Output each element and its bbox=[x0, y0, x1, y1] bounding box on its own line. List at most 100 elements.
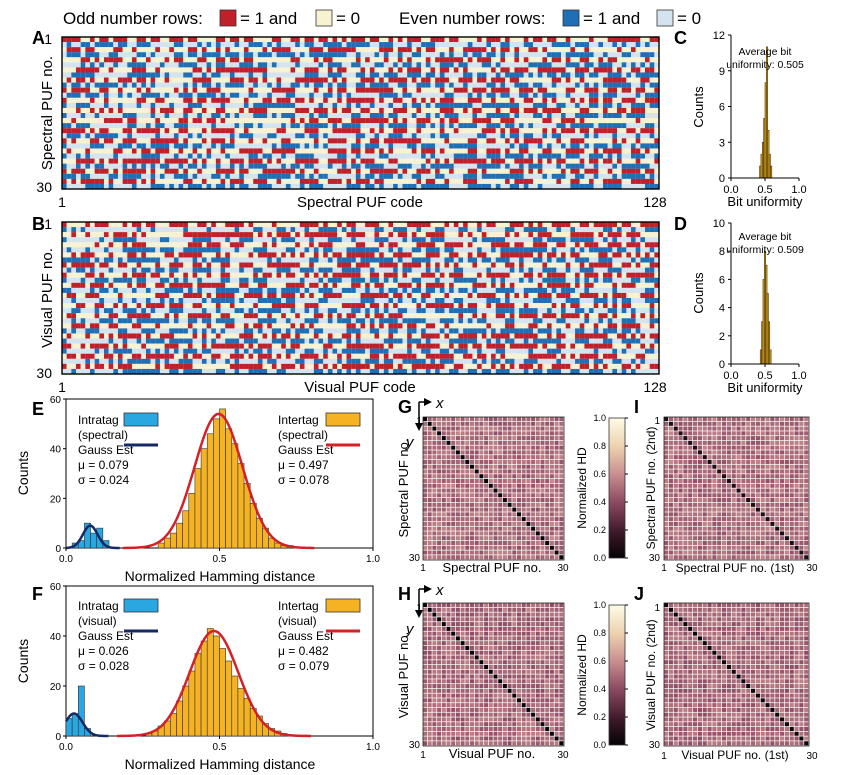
bit-cell bbox=[178, 262, 184, 268]
bit-cell bbox=[617, 163, 622, 169]
bit-cell bbox=[169, 67, 174, 73]
bit-cell bbox=[323, 242, 328, 248]
bit-cell bbox=[267, 92, 272, 98]
bit-cell bbox=[309, 153, 314, 159]
bit-cell bbox=[117, 97, 123, 103]
bit-cell bbox=[561, 163, 566, 169]
bit-cell bbox=[453, 92, 459, 98]
bit-cell bbox=[103, 232, 109, 238]
bit-cell bbox=[467, 183, 473, 190]
bit-cell bbox=[453, 82, 459, 88]
bit-cell bbox=[173, 143, 179, 149]
bit-cell bbox=[397, 237, 403, 243]
bit-cell bbox=[103, 128, 109, 134]
bit-cell bbox=[402, 128, 408, 134]
bit-cell bbox=[416, 118, 422, 124]
bit-cell bbox=[122, 92, 128, 98]
bit-cell bbox=[439, 163, 445, 169]
bit-cell bbox=[495, 77, 501, 83]
bit-cell bbox=[374, 52, 380, 58]
bit-cell bbox=[537, 87, 543, 93]
bit-cell bbox=[439, 133, 445, 139]
bit-cell bbox=[229, 67, 235, 73]
bit-cell bbox=[178, 257, 184, 263]
bit-cell bbox=[108, 232, 114, 238]
bit-cell bbox=[327, 138, 333, 144]
bit-cell bbox=[75, 133, 81, 139]
bit-cell bbox=[211, 52, 216, 58]
bit-cell bbox=[631, 158, 636, 164]
bit-cell bbox=[304, 123, 310, 129]
bit-cell bbox=[528, 87, 534, 93]
bit-cell bbox=[276, 242, 282, 248]
bit-cell bbox=[467, 102, 473, 108]
bit-cell bbox=[547, 133, 552, 139]
bit-cell bbox=[477, 148, 482, 154]
bit-cell bbox=[89, 67, 95, 73]
bit-cell bbox=[565, 133, 571, 139]
bit-cell bbox=[379, 148, 384, 154]
bit-cell bbox=[346, 183, 352, 190]
bit-cell bbox=[365, 62, 370, 68]
bit-cell bbox=[649, 128, 655, 134]
bit-cell bbox=[183, 92, 188, 98]
bit-cell bbox=[318, 183, 324, 190]
bit-cell bbox=[505, 97, 510, 103]
bit-cell bbox=[248, 133, 254, 139]
bit-cell bbox=[509, 118, 515, 124]
bit-cell bbox=[234, 128, 240, 134]
bit-cell bbox=[397, 82, 403, 88]
bit-cell bbox=[313, 118, 319, 124]
bit-cell bbox=[411, 107, 417, 114]
bit-cell bbox=[509, 37, 515, 43]
bit-cell bbox=[127, 153, 133, 159]
bit-cell bbox=[239, 143, 244, 149]
bit-cell bbox=[281, 102, 286, 108]
bit-cell bbox=[234, 143, 240, 149]
bit-cell bbox=[113, 168, 119, 174]
bit-cell bbox=[603, 67, 608, 73]
bit-cell bbox=[290, 67, 296, 73]
bit-cell bbox=[477, 107, 482, 114]
bit-cell bbox=[365, 257, 370, 263]
bit-cell bbox=[323, 97, 328, 103]
bit-cell bbox=[267, 247, 272, 253]
bit-cell bbox=[234, 72, 240, 78]
bit-cell bbox=[383, 173, 389, 179]
bit-cell bbox=[523, 47, 529, 53]
bit-cell bbox=[141, 133, 146, 139]
bit-cell bbox=[579, 52, 585, 58]
bit-cell bbox=[584, 163, 590, 169]
bit-cell bbox=[89, 252, 95, 258]
bit-cell bbox=[388, 242, 394, 248]
bit-cell bbox=[332, 118, 338, 124]
bit-cell bbox=[584, 82, 590, 88]
bit-cell bbox=[183, 227, 188, 233]
bit-cell bbox=[556, 183, 562, 190]
bit-cell bbox=[206, 47, 212, 53]
bit-cell bbox=[75, 77, 81, 83]
bit-cell bbox=[495, 128, 501, 134]
bit-cell bbox=[187, 168, 193, 174]
bit-cell bbox=[295, 67, 300, 73]
bit-cell bbox=[491, 102, 496, 108]
bit-cell bbox=[94, 42, 100, 48]
bit-cell bbox=[631, 257, 636, 263]
bit-cell bbox=[262, 102, 268, 108]
bit-cell bbox=[383, 178, 389, 184]
bit-cell bbox=[617, 247, 622, 253]
bit-cell bbox=[295, 153, 300, 159]
bit-cell bbox=[150, 113, 156, 119]
bit-cell bbox=[103, 158, 109, 164]
bit-cell bbox=[444, 143, 450, 149]
bit-cell bbox=[435, 62, 440, 68]
bit-cell bbox=[89, 128, 95, 134]
bit-cell bbox=[155, 42, 160, 48]
bit-cell bbox=[201, 133, 207, 139]
bit-cell bbox=[94, 57, 100, 63]
bit-cell bbox=[402, 168, 408, 174]
bit-cell bbox=[584, 77, 590, 83]
bit-cell bbox=[341, 67, 347, 73]
bit-cell bbox=[281, 168, 286, 174]
bit-cell bbox=[225, 227, 230, 233]
